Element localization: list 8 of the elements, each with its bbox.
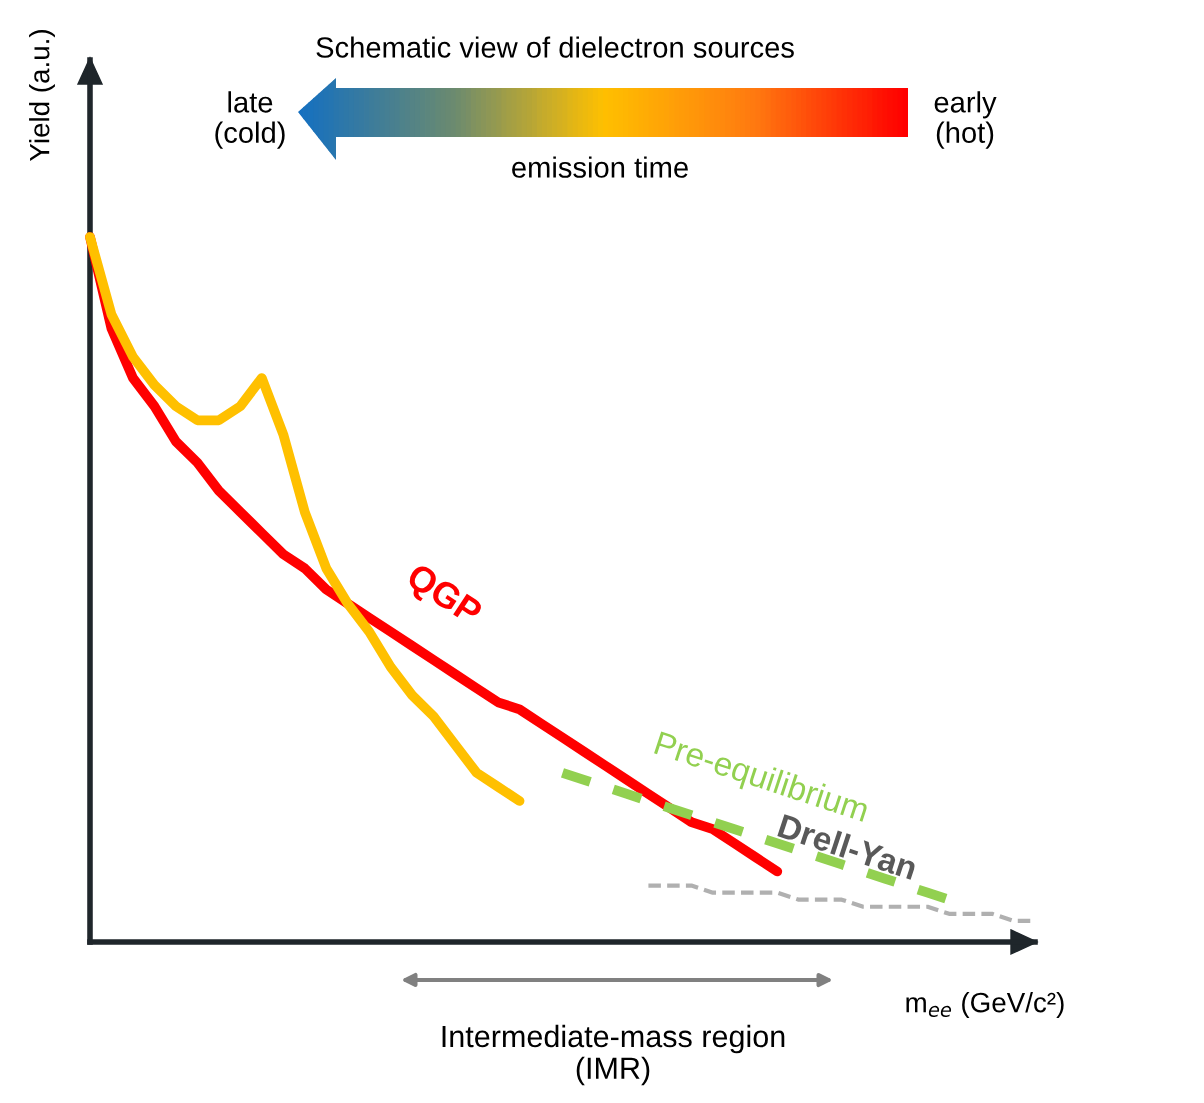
text: QGP (401, 562, 485, 632)
text: late (cold) (215, 91, 285, 149)
text: Intermediate-mass region (IMR) (442, 1024, 785, 1086)
chart-title: Schematic view of dielectron sources (316, 36, 794, 58)
text: emission time (512, 156, 688, 178)
x-axis-title: m$_{ee}$ (GeV/c²) (906, 992, 1064, 1018)
text: early (hot) (934, 91, 997, 149)
y-axis-title: Yield (a.u.) (29, 30, 55, 162)
